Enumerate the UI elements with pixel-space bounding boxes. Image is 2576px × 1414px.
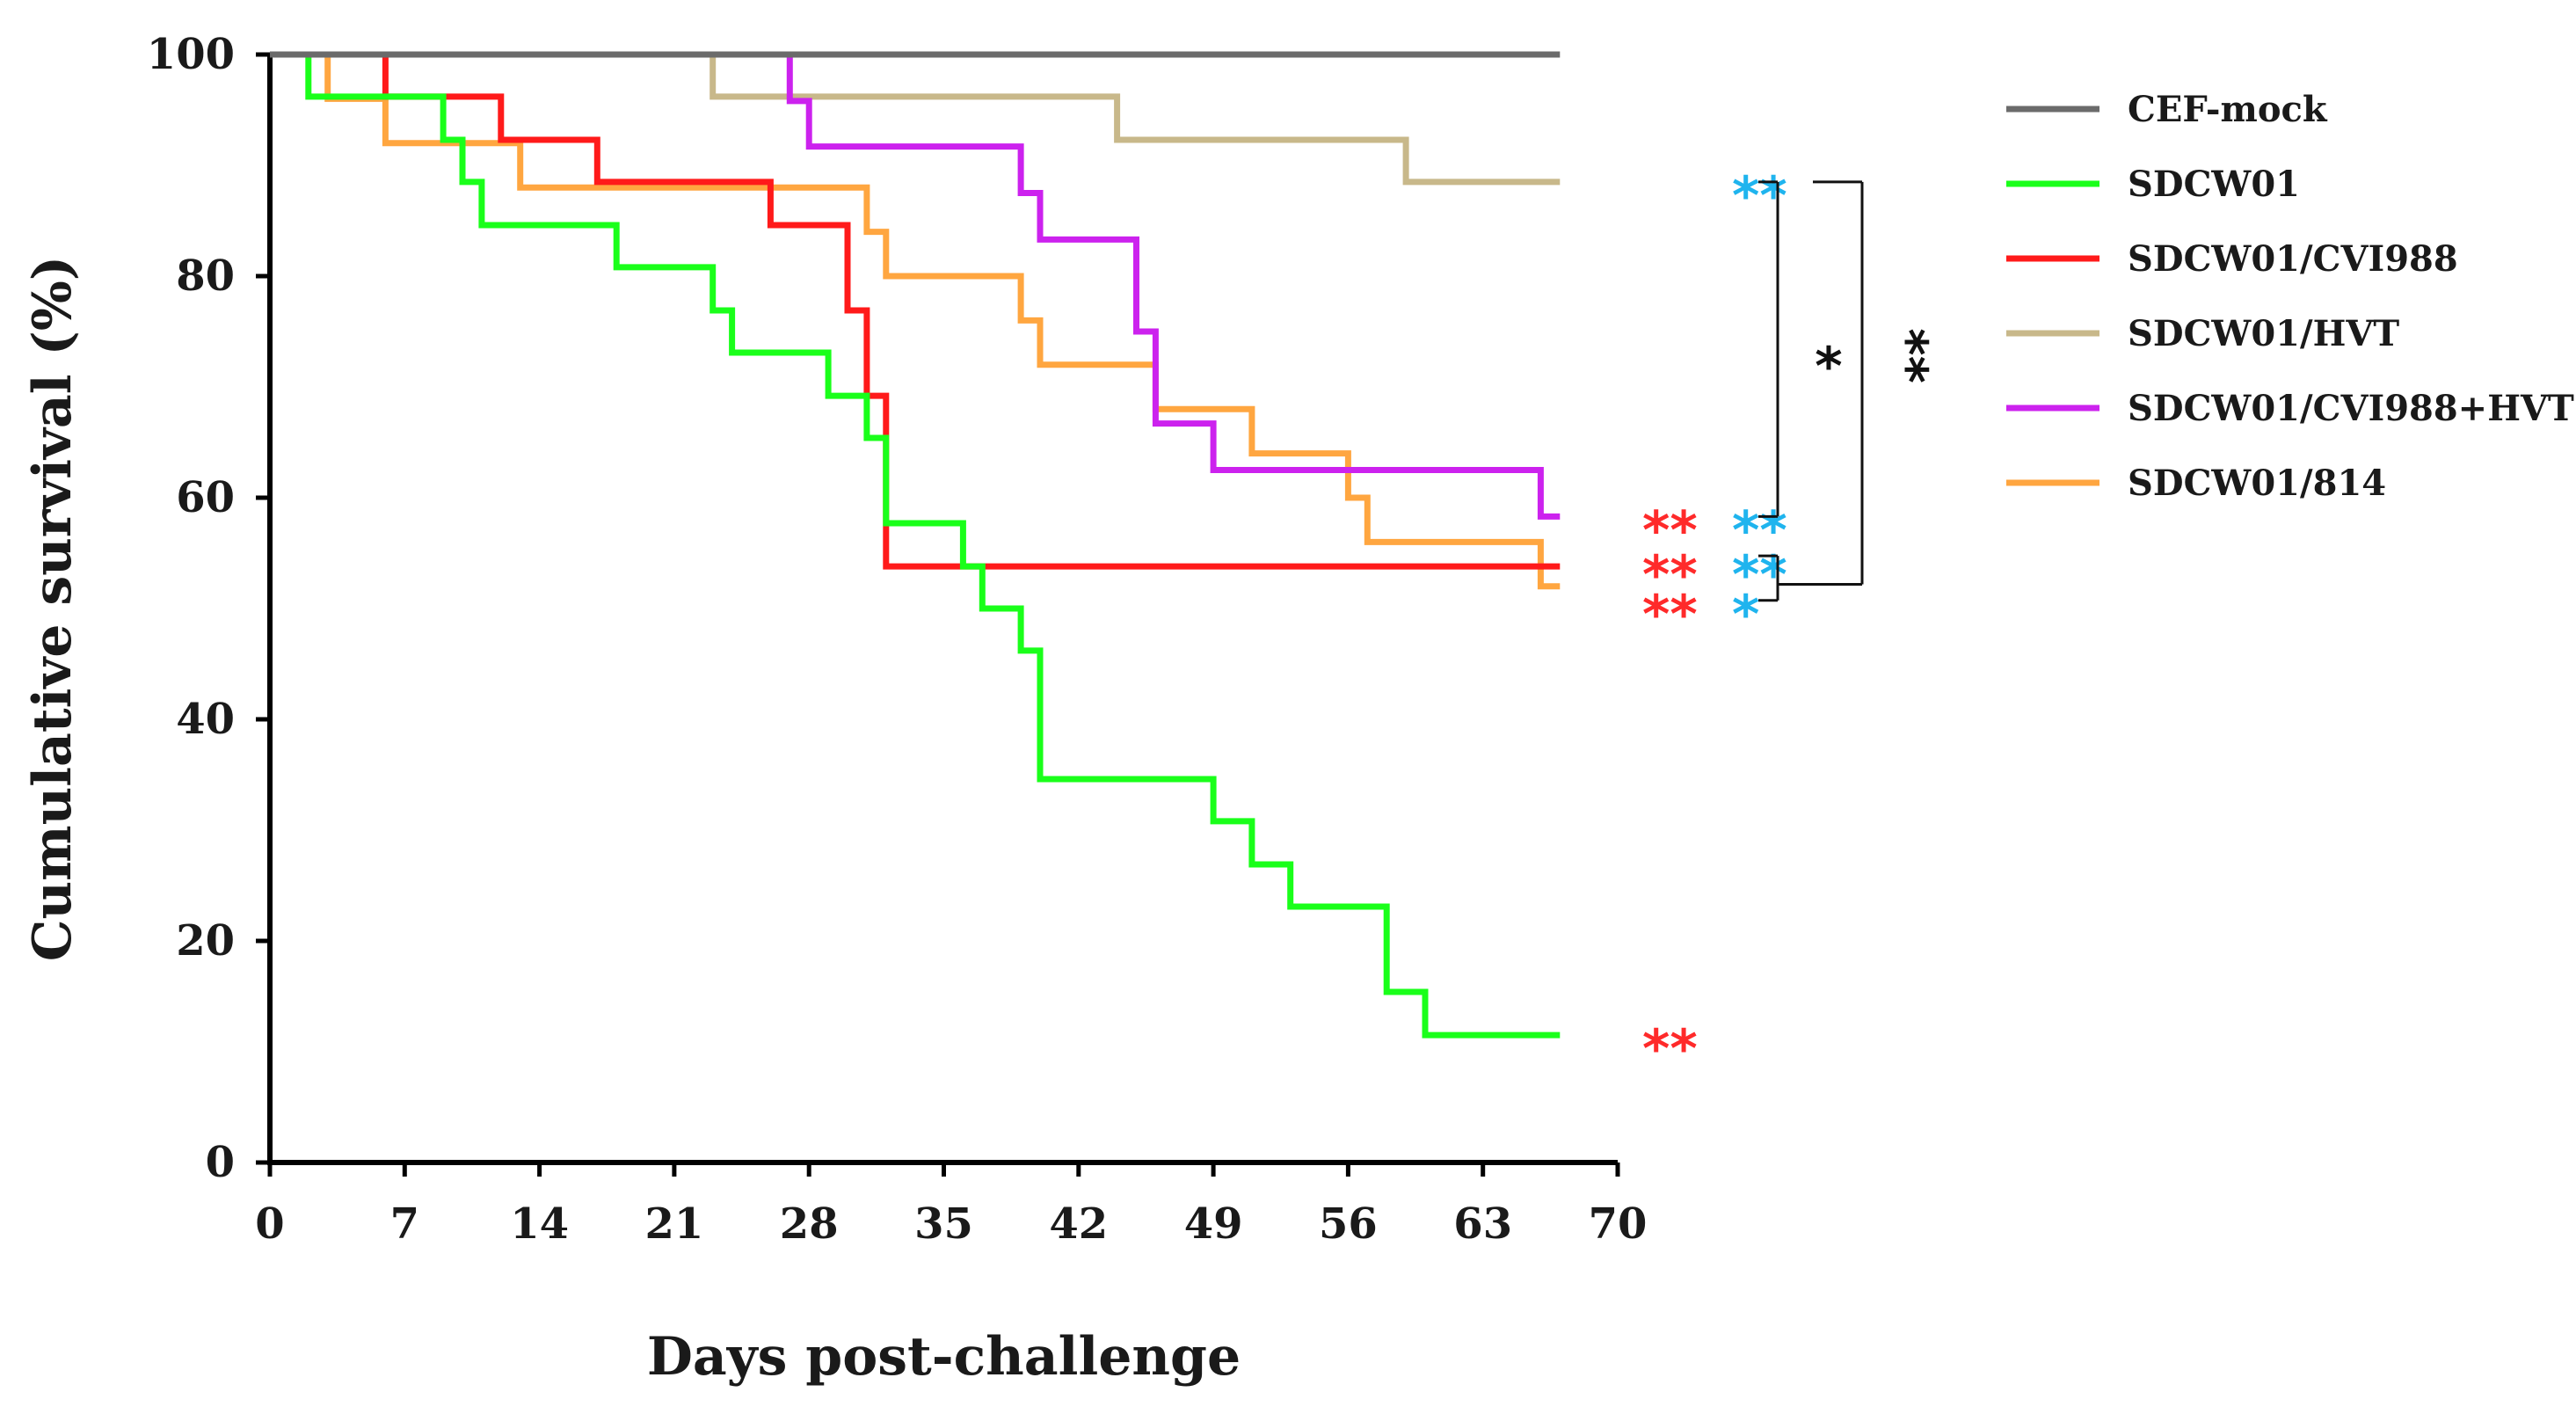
- legend-label-sdcw01-cvi988-hvt: SDCW01/CVI988+HVT: [2128, 388, 2574, 429]
- x-tick-label: 56: [1319, 1199, 1378, 1249]
- series-line-sdcw01: [270, 51, 1561, 1039]
- significance-red-sdcw01-cvi988: **: [1642, 544, 1698, 606]
- series-layer: [270, 51, 1561, 1039]
- y-tick-label: 40: [176, 695, 235, 744]
- x-tick-label: 49: [1184, 1199, 1243, 1249]
- significance-red-sdcw01-cvi988-hvt: **: [1642, 499, 1698, 561]
- legend-label-sdcw01-cvi988: SDCW01/CVI988: [2128, 238, 2458, 280]
- x-tick-label: 21: [645, 1199, 704, 1249]
- bracket-1-label: *: [1815, 336, 1842, 397]
- significance-red-sdcw01: **: [1642, 1018, 1698, 1080]
- x-tick-label: 63: [1453, 1199, 1512, 1249]
- x-tick-label: 35: [914, 1199, 973, 1249]
- legend-label-sdcw01: SDCW01: [2128, 164, 2300, 205]
- x-tick-label: 7: [390, 1199, 419, 1249]
- y-tick-label: 60: [176, 473, 235, 522]
- bracket-2-label: **: [1877, 328, 1939, 383]
- y-tick-label: 100: [147, 30, 235, 79]
- series-line-sdcw01-hvt: [270, 51, 1561, 186]
- annotation-layer: **** **** **** **** **: [1642, 165, 1939, 1080]
- x-tick-label: 70: [1589, 1199, 1648, 1249]
- series-line-sdcw01-814: [270, 51, 1561, 590]
- x-axis-title: Days post-challenge: [647, 1326, 1241, 1388]
- axes: 0 20 40 60 80 100 0 7 14 21 28 35 42 49 56 63 70: [147, 30, 1648, 1249]
- series-line-sdcw01-cvi988-hvt: [270, 51, 1561, 520]
- legend-label-sdcw01-814: SDCW01/814: [2128, 463, 2386, 504]
- legend: CEF-mock SDCW01 SDCW01/CVI988 SDCW01/HVT SDC…: [2006, 89, 2574, 504]
- legend-label-sdcw01-hvt: SDCW01/HVT: [2128, 313, 2399, 354]
- significance-red-sdcw01-814: **: [1642, 584, 1698, 645]
- x-tick-label: 42: [1049, 1199, 1108, 1249]
- y-tick-label: 80: [176, 251, 235, 301]
- y-tick-label: 20: [176, 916, 235, 966]
- legend-label-cef-mock: CEF-mock: [2128, 89, 2328, 130]
- x-tick-label: 14: [510, 1199, 569, 1249]
- series-line-sdcw01-cvi988: [270, 51, 1561, 570]
- significance-blue-sdcw01-814: *: [1732, 584, 1759, 645]
- x-tick-label: 0: [255, 1199, 284, 1249]
- y-axis-title: Cumulative survival (%): [22, 256, 84, 961]
- y-tick-label: 0: [206, 1138, 235, 1187]
- x-tick-label: 28: [780, 1199, 839, 1249]
